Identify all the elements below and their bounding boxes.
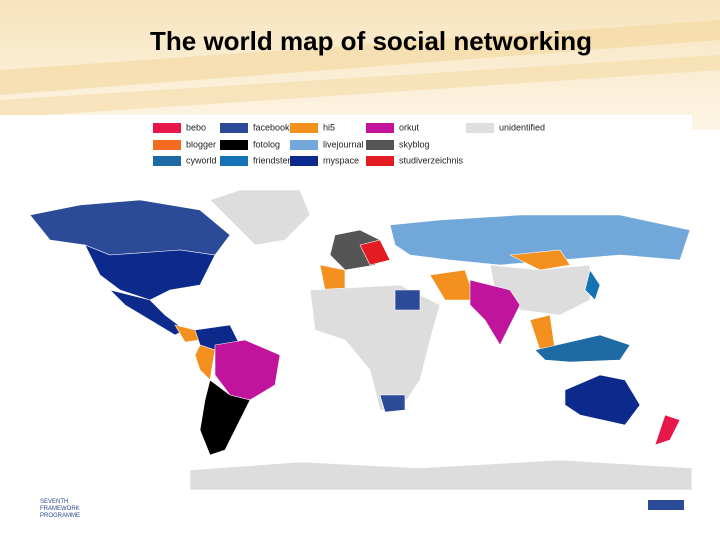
- legend-label: studiverzeichnis: [399, 155, 464, 165]
- legend-swatch: [290, 140, 318, 150]
- legend-label: skyblog: [399, 139, 430, 149]
- legend-swatch: [366, 123, 394, 133]
- legend-swatch: [220, 140, 248, 150]
- legend-label: bebo: [186, 122, 206, 132]
- legend-swatch: [366, 140, 394, 150]
- legend-swatch: [220, 123, 248, 133]
- legend-swatch: [290, 156, 318, 166]
- legend-label: facebook: [253, 122, 290, 132]
- legend-swatch: [153, 140, 181, 150]
- legend-label: unidentified: [499, 122, 545, 132]
- legend-label: myspace: [323, 155, 359, 165]
- legend-swatch: [290, 123, 318, 133]
- title: The world map of social networking: [150, 26, 593, 56]
- legend-swatch: [153, 123, 181, 133]
- legend-swatch: [466, 123, 494, 133]
- legend-label: hi5: [323, 122, 335, 132]
- legend-swatch: [366, 156, 394, 166]
- legend-label: blogger: [186, 139, 216, 149]
- legend-swatch: [220, 156, 248, 166]
- legend-label: fotolog: [253, 139, 280, 149]
- legend-label: cyworld: [186, 155, 217, 165]
- legend-swatch: [153, 156, 181, 166]
- legend-label: livejournal: [323, 139, 364, 149]
- map: [29, 189, 693, 491]
- footer-text: SEVENTH FRAMEWORK PROGRAMME: [40, 499, 81, 519]
- legend-label: friendster: [253, 155, 291, 165]
- legend-label: orkut: [399, 122, 420, 132]
